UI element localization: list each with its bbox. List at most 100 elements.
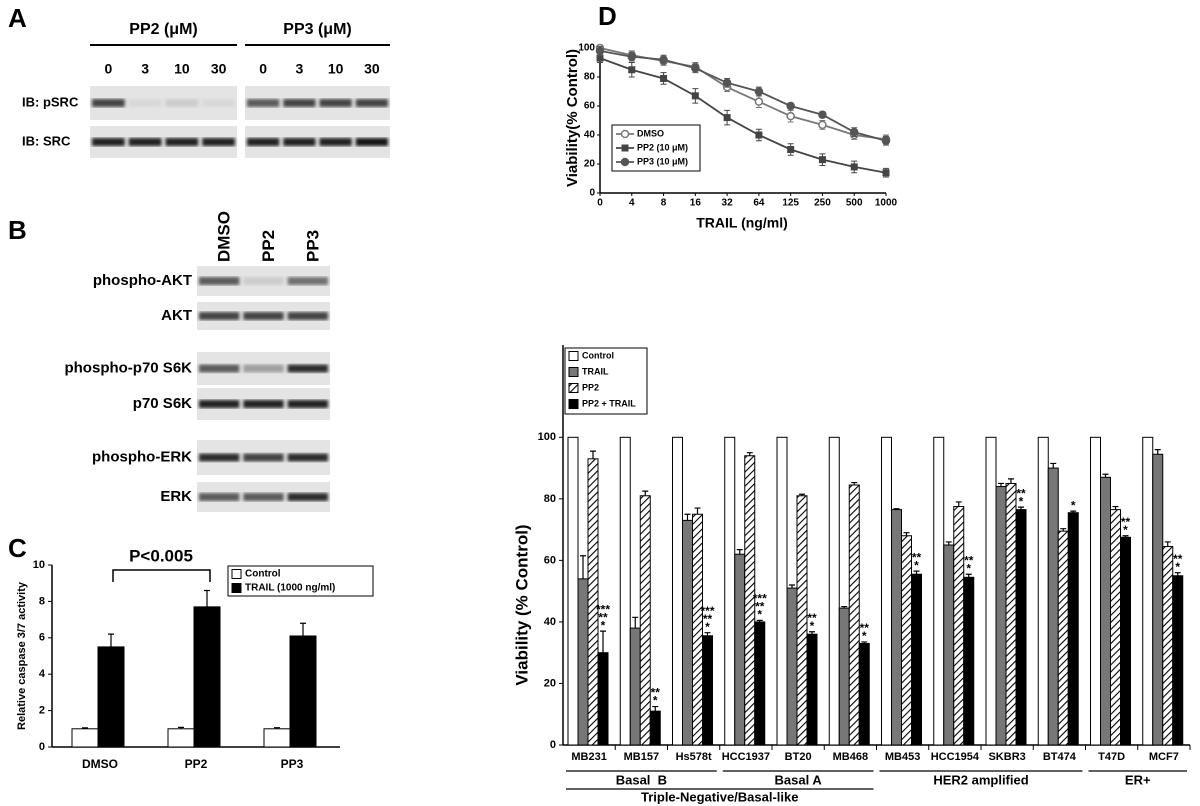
blot-band: [243, 312, 284, 320]
group-label: Basal B: [616, 772, 667, 787]
legend-box: [227, 565, 374, 597]
error-bar: [300, 622, 306, 636]
significance-stars: *: [1123, 523, 1128, 537]
x-axis-label: TRAIL (ng/ml): [696, 215, 788, 231]
legend-swatch: [568, 367, 579, 377]
x-tick-label: 0: [597, 198, 603, 209]
bar: [734, 553, 746, 746]
lane-label: DMSO: [215, 211, 234, 262]
panel-label: B: [8, 215, 27, 245]
bar: [963, 576, 975, 746]
blot-band: [355, 138, 388, 146]
legend-swatch: [231, 583, 242, 593]
significance-stars: *: [914, 558, 919, 572]
point: [628, 66, 636, 74]
blot-band: [165, 138, 199, 146]
group-label: ER+: [1125, 772, 1151, 787]
blot-band: [287, 400, 328, 408]
y-tick-label: 40: [584, 130, 596, 141]
group-label: Triple-Negative/Basal-like: [641, 789, 799, 804]
significance-stars: **: [651, 686, 661, 700]
bar: [838, 607, 850, 746]
legend-label: PP2 (10 μM): [637, 142, 688, 152]
blot-band: [128, 99, 162, 107]
error-bar: [204, 589, 210, 607]
blot-band: [247, 138, 280, 146]
bar: [702, 635, 713, 746]
error-bar: [955, 501, 962, 507]
blot-row-label: phospho-AKT: [93, 272, 192, 289]
blot-band: [128, 138, 162, 146]
annotation: P<0.005: [129, 546, 193, 565]
legend-marker: [620, 157, 630, 167]
point: [754, 97, 764, 106]
x-tick-label: MB231: [571, 751, 606, 763]
significance-stars: *: [1071, 498, 1076, 512]
bar: [619, 436, 631, 746]
error-bar: [736, 549, 743, 555]
x-tick-label: Hs578t: [676, 751, 712, 763]
significance-stars: **: [860, 621, 870, 635]
blot-band: [243, 277, 284, 285]
significance-stars: ***: [596, 602, 610, 616]
line: [599, 57, 887, 174]
blot-row-label: phospho-ERK: [92, 448, 192, 465]
point: [818, 110, 827, 119]
y-tick-label: 60: [584, 101, 596, 112]
blot-band: [355, 99, 388, 107]
error-bar: [1018, 506, 1024, 510]
x-tick-label: 32: [722, 198, 734, 209]
error-bar: [108, 633, 114, 647]
bar: [848, 484, 860, 746]
bar: [995, 486, 1007, 746]
significance-stars: **: [964, 553, 974, 567]
significance-stars: *: [810, 619, 815, 633]
x-tick-label: MB468: [833, 751, 868, 763]
x-tick-label: PP3: [281, 757, 304, 771]
x-tick-label: SKBR3: [988, 751, 1025, 763]
point: [660, 74, 668, 82]
significance-stars: **: [703, 612, 713, 626]
bar: [649, 710, 661, 746]
x-tick-label: 4: [629, 198, 635, 209]
y-axis-label: Relative caspase 3/7 activity: [16, 581, 28, 730]
legend-label: PP2: [582, 382, 599, 392]
blot-group-label: PP3 (μM): [283, 21, 351, 38]
blot-band: [319, 138, 352, 146]
blot-band: [319, 99, 352, 107]
blot-band: [92, 99, 125, 107]
y-tick-label: 80: [544, 493, 556, 505]
blot-band: [92, 138, 125, 146]
y-tick-label: 0: [39, 741, 45, 753]
blot-band: [243, 453, 284, 462]
blot-band: [243, 493, 284, 501]
blot-band: [287, 312, 328, 320]
lane-label: PP2: [259, 230, 278, 262]
significance-stars: *: [1175, 560, 1180, 574]
significance-stars: **: [807, 611, 817, 625]
point: [691, 92, 699, 100]
lane-label: 30: [211, 61, 227, 77]
legend-label: Control: [582, 350, 614, 360]
legend-label: PP3 (10 μM): [637, 156, 688, 166]
error-bar: [913, 570, 920, 575]
point: [755, 131, 763, 139]
lane-label: 3: [295, 61, 303, 77]
error-bar: [600, 630, 606, 653]
error-bar: [809, 631, 815, 635]
error-bar: [1174, 572, 1181, 576]
bar: [567, 436, 579, 746]
bar: [943, 544, 955, 746]
point: [818, 156, 826, 164]
bar: [828, 436, 840, 746]
bar: [1120, 536, 1131, 746]
blot-band: [165, 99, 199, 107]
error-bar: [632, 616, 639, 629]
error-bar: [841, 605, 848, 609]
bar: [1067, 512, 1079, 746]
point: [818, 120, 827, 130]
x-tick-label: MB157: [624, 751, 659, 763]
x-tick-label: 16: [690, 198, 702, 209]
error-bar: [1060, 528, 1067, 532]
